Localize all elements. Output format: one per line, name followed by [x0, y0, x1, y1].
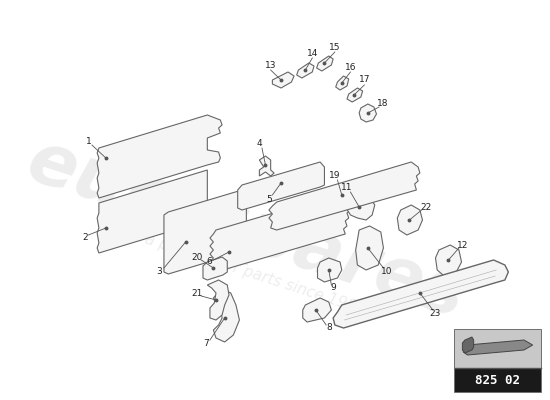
- Text: 3: 3: [157, 266, 162, 276]
- Text: 12: 12: [456, 240, 468, 250]
- Polygon shape: [463, 340, 532, 355]
- Polygon shape: [359, 104, 377, 122]
- Polygon shape: [97, 170, 207, 253]
- Text: 15: 15: [329, 42, 340, 52]
- FancyBboxPatch shape: [454, 330, 541, 392]
- Text: 21: 21: [191, 288, 202, 298]
- Text: 2: 2: [82, 232, 88, 242]
- Text: 13: 13: [265, 60, 277, 70]
- Text: 20: 20: [191, 252, 202, 262]
- Text: 22: 22: [420, 202, 432, 212]
- Polygon shape: [164, 190, 246, 274]
- Polygon shape: [260, 156, 274, 176]
- Text: eurospares: eurospares: [19, 127, 474, 333]
- Polygon shape: [97, 115, 222, 198]
- Polygon shape: [302, 298, 332, 322]
- Text: 5: 5: [266, 194, 272, 204]
- Polygon shape: [347, 88, 362, 102]
- FancyBboxPatch shape: [454, 368, 541, 392]
- Text: 7: 7: [204, 340, 210, 348]
- Text: 9: 9: [330, 284, 336, 292]
- Text: 19: 19: [329, 172, 340, 180]
- Polygon shape: [213, 290, 239, 342]
- Text: 8: 8: [327, 324, 333, 332]
- Polygon shape: [238, 162, 324, 210]
- Polygon shape: [463, 337, 474, 353]
- Text: 16: 16: [345, 62, 356, 72]
- Text: 1: 1: [86, 138, 91, 146]
- Text: 4: 4: [256, 140, 262, 148]
- Polygon shape: [356, 226, 383, 270]
- Polygon shape: [210, 193, 352, 272]
- Text: a passion for parts since 1985: a passion for parts since 1985: [143, 232, 367, 318]
- Text: 11: 11: [341, 184, 353, 192]
- Polygon shape: [317, 56, 333, 71]
- Text: 23: 23: [430, 310, 441, 318]
- Polygon shape: [317, 258, 342, 282]
- Polygon shape: [397, 205, 422, 235]
- FancyBboxPatch shape: [454, 330, 541, 368]
- Polygon shape: [269, 162, 420, 230]
- Polygon shape: [296, 63, 314, 78]
- Text: 6: 6: [206, 258, 212, 266]
- Polygon shape: [272, 72, 294, 88]
- Text: 14: 14: [306, 48, 318, 58]
- Text: 10: 10: [381, 266, 393, 276]
- Polygon shape: [436, 245, 461, 276]
- Polygon shape: [207, 280, 229, 320]
- Polygon shape: [203, 257, 227, 280]
- Polygon shape: [333, 260, 508, 328]
- Text: 17: 17: [359, 76, 370, 84]
- Polygon shape: [346, 190, 375, 220]
- Text: 18: 18: [377, 100, 388, 108]
- Text: 825 02: 825 02: [475, 374, 520, 386]
- Polygon shape: [336, 76, 349, 90]
